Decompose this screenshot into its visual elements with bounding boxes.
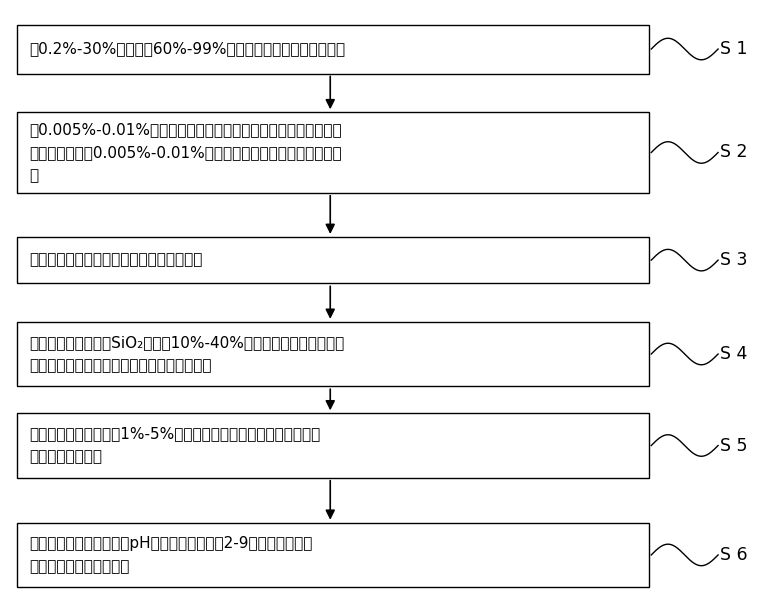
Bar xyxy=(17,413,649,478)
Bar xyxy=(17,322,649,386)
Text: 在浓缩液中加入碱液进行pH调节，调节范围在2-9之间，且稀释后: 在浓缩液中加入碱液进行pH调节，调节范围在2-9之间，且稀释后 xyxy=(29,536,313,551)
Text: 将0.005%-0.01%的水解抑制剂加入混合液中，进行剧烈的搅拌并: 将0.005%-0.01%的水解抑制剂加入混合液中，进行剧烈的搅拌并 xyxy=(29,122,342,138)
Text: 将0.2%-30%的钛源与60%-99%的醇类溶剂混合，形成混合液: 将0.2%-30%的钛源与60%-99%的醇类溶剂混合，形成混合液 xyxy=(29,41,346,57)
Bar xyxy=(17,237,649,283)
Text: S 4: S 4 xyxy=(720,345,747,363)
Text: 得到纳米颗粒透明溶胶液: 得到纳米颗粒透明溶胶液 xyxy=(29,559,130,574)
Text: S 6: S 6 xyxy=(720,546,747,564)
Text: 胶: 胶 xyxy=(29,167,38,183)
Text: 同步缓慢的滴入0.005%-0.01%的含金属离子的去离子水后形成溶: 同步缓慢的滴入0.005%-0.01%的含金属离子的去离子水后形成溶 xyxy=(29,145,342,160)
Text: 停止搅拌该溶胶并陈化形成透明淡蓝色凝胶: 停止搅拌该溶胶并陈化形成透明淡蓝色凝胶 xyxy=(29,252,203,268)
Text: S 2: S 2 xyxy=(720,144,747,161)
Bar xyxy=(17,523,649,587)
Text: S 1: S 1 xyxy=(720,40,747,58)
Text: S 5: S 5 xyxy=(720,437,747,454)
Text: 均匀后得到浓缩液: 均匀后得到浓缩液 xyxy=(29,449,102,465)
Text: 在常温条件下将含有SiO₂晶种的10%-40%的含羟基中强酸缓慢的加: 在常温条件下将含有SiO₂晶种的10%-40%的含羟基中强酸缓慢的加 xyxy=(29,335,344,350)
Text: 入凝胶中，并进行解胶和反应后，得透明溶液: 入凝胶中，并进行解胶和反应后，得透明溶液 xyxy=(29,358,212,373)
Text: 将透明溶液加入到含有1%-5%的含无机分散剂去离子水中，并搅拌: 将透明溶液加入到含有1%-5%的含无机分散剂去离子水中，并搅拌 xyxy=(29,426,320,442)
Text: S 3: S 3 xyxy=(720,251,747,269)
Bar xyxy=(17,25,649,74)
Bar xyxy=(17,112,649,193)
